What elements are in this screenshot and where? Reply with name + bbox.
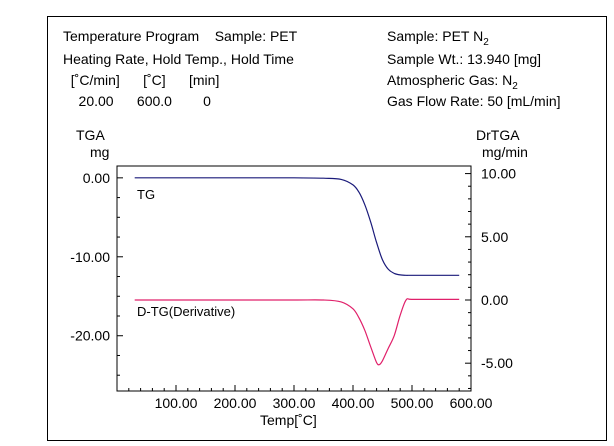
header-program-line1: Temperature Program Sample: PET — [63, 28, 298, 44]
left-tick-label: -20.00 — [70, 328, 110, 344]
right-tick-label: 5.00 — [481, 229, 508, 245]
header-sample-name: Sample: PET N2 — [387, 28, 489, 48]
dtg-series-label: D-TG(Derivative) — [137, 304, 235, 319]
right-tick-label: -5.00 — [481, 355, 513, 371]
right-tick-label: 0.00 — [481, 292, 508, 308]
chart-frame — [47, 16, 607, 441]
x-tick-label: 400.00 — [332, 395, 375, 411]
right-axis-unit: mg/min — [482, 144, 528, 160]
x-tick-label: 500.00 — [391, 395, 434, 411]
header-gas-flow-rate: Gas Flow Rate: 50 [mL/min] — [387, 93, 561, 109]
x-tick-label: 200.00 — [214, 395, 257, 411]
left-axis-label: TGA — [76, 127, 105, 143]
right-axis-label: DrTGA — [476, 127, 520, 143]
left-axis-unit: mg — [90, 144, 109, 160]
x-tick-label: 100.00 — [155, 395, 198, 411]
x-tick-label: 300.00 — [273, 395, 316, 411]
right-tick-label: 10.00 — [481, 166, 516, 182]
dtg-series-line — [134, 298, 460, 366]
tg-series-line — [134, 177, 460, 276]
left-tick-label: 0.00 — [83, 170, 110, 186]
x-tick-label: 600.00 — [450, 395, 493, 411]
left-tick-label: -10.00 — [70, 249, 110, 265]
tg-series-label: TG — [137, 187, 155, 202]
header-program-values: 20.00 600.0 0 — [63, 93, 211, 109]
header-sample-weight: Sample Wt.: 13.940 [mg] — [387, 51, 542, 67]
header-atmospheric-gas: Atmospheric Gas: N2 — [387, 72, 518, 92]
x-axis-label: Temp[˚C] — [260, 412, 317, 428]
header-program-line2: Heating Rate, Hold Temp., Hold Time — [63, 51, 294, 67]
plot-area — [116, 165, 472, 392]
header-program-units: [˚C/min] [˚C] [min] — [63, 72, 220, 88]
